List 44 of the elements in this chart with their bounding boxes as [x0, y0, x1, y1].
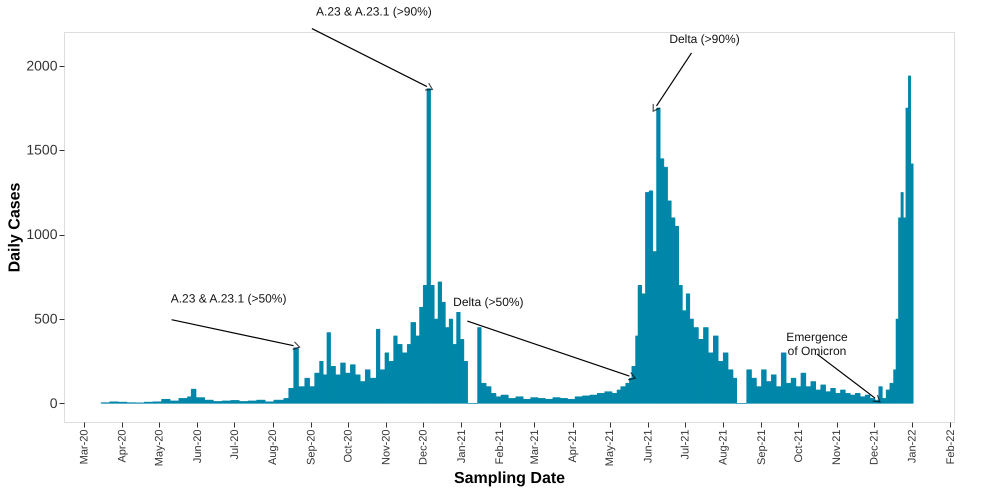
- x-tick-label: Aug-21: [718, 430, 730, 465]
- x-tick-label: Nov-20: [380, 430, 393, 465]
- x-tick-label: Jan-21: [456, 430, 468, 464]
- bar: [620, 386, 626, 404]
- annotation: A.23 & A.23.1 (>50%): [170, 292, 286, 306]
- x-tick-label: Jan-22: [906, 430, 919, 464]
- x-tick-label: Oct-20: [342, 430, 354, 463]
- x-tick-label: Jul-21: [679, 430, 692, 460]
- y-axis-title: Daily Cases: [6, 182, 24, 272]
- x-tick-label: May-21: [604, 430, 616, 466]
- x-tick-label: Apr-21: [567, 430, 580, 463]
- x-tick-label: Feb-21: [494, 430, 506, 464]
- annotation: Emergence of Omicron: [786, 330, 848, 358]
- annotation: Delta (>50%): [453, 295, 524, 310]
- x-tick-label: Jun-21: [642, 430, 654, 464]
- y-tick-label: 2000: [26, 57, 58, 74]
- bar: [656, 108, 660, 404]
- y-tick-label: 1000: [26, 226, 58, 242]
- x-tick-label: Mar-20: [78, 430, 90, 464]
- x-tick-label: Jun-20: [192, 430, 204, 464]
- x-tick-label: Sep-20: [305, 430, 318, 465]
- x-axis-title: Sampling Date: [454, 470, 566, 488]
- bar: [410, 322, 416, 404]
- annotation: A.23 & A.23.1 (>90%): [316, 4, 432, 19]
- y-tick-label: 0: [50, 394, 58, 411]
- x-tick-label: Jul-20: [228, 430, 241, 460]
- x-tick-label: Oct-21: [792, 430, 805, 463]
- x-tick-label: Mar-21: [528, 430, 541, 464]
- bar: [438, 282, 442, 404]
- y-tick-label: 500: [34, 310, 58, 327]
- x-tick-label: May-20: [154, 430, 166, 466]
- x-tick-label: Dec-21: [868, 430, 880, 465]
- x-tick-label: Sep-21: [756, 430, 768, 465]
- x-tick-label: Dec-20: [418, 430, 430, 465]
- x-tick-label: Apr-20: [116, 430, 129, 463]
- x-tick-label: Aug-20: [267, 430, 280, 465]
- x-tick-label: Nov-21: [831, 430, 844, 465]
- bar: [645, 192, 650, 404]
- bar: [426, 88, 431, 404]
- y-tick-label: 1500: [26, 142, 58, 158]
- bar: [638, 284, 642, 404]
- annotation: Delta (>90%): [669, 32, 740, 46]
- x-tick-label: Feb-22: [944, 430, 957, 464]
- bar: [456, 312, 460, 404]
